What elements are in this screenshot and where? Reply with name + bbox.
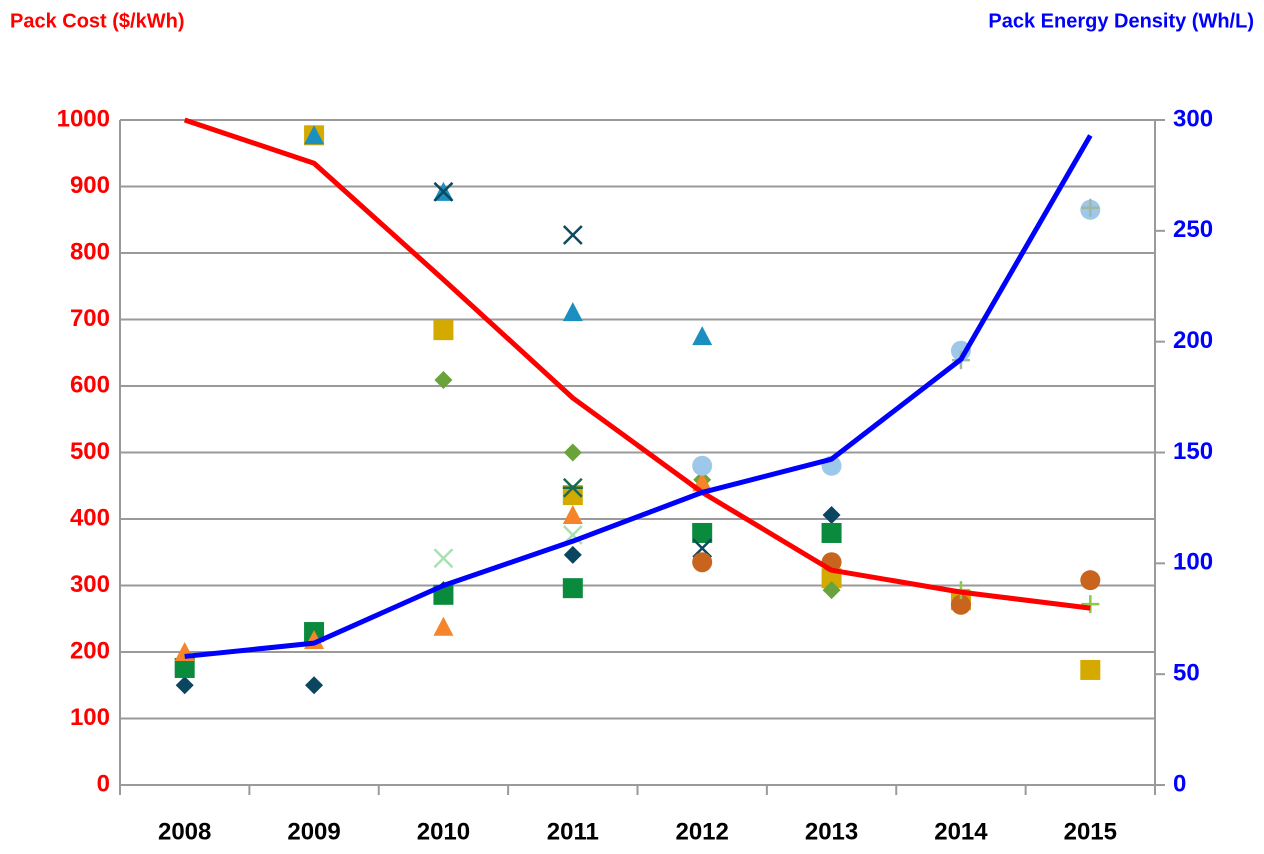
x-tick-label: 2010 bbox=[417, 818, 470, 845]
y2-axis-title: Pack Energy Density (Wh/L) bbox=[988, 10, 1254, 32]
y-tick-label: 900 bbox=[70, 172, 110, 199]
line bbox=[184, 134, 1093, 659]
marker bbox=[822, 581, 841, 600]
marker bbox=[1081, 198, 1100, 217]
marker bbox=[304, 125, 325, 145]
marker bbox=[822, 506, 841, 525]
y-tick-label: 1000 bbox=[57, 105, 110, 132]
marker bbox=[433, 616, 454, 636]
y-axis-title: Pack Cost ($/kWh) bbox=[10, 10, 184, 32]
y-tick-label: 600 bbox=[70, 371, 110, 398]
y2-tick-label: 250 bbox=[1173, 216, 1213, 243]
line bbox=[183, 117, 1091, 611]
marker bbox=[562, 505, 583, 525]
y2-tick-label: 150 bbox=[1173, 438, 1213, 465]
y-tick-label: 200 bbox=[70, 637, 110, 664]
marker bbox=[692, 522, 713, 543]
marker bbox=[1081, 595, 1100, 614]
y2-tick-label: 50 bbox=[1173, 660, 1200, 687]
marker bbox=[562, 302, 583, 322]
x-tick-label: 2014 bbox=[934, 818, 988, 845]
y-tick-label: 0 bbox=[97, 770, 110, 797]
marker bbox=[433, 181, 454, 202]
x-tick-label: 2008 bbox=[158, 818, 211, 845]
x-tick-label: 2015 bbox=[1064, 818, 1117, 845]
y2-tick-label: 0 bbox=[1173, 770, 1186, 797]
marker bbox=[950, 594, 971, 615]
y-tick-label: 500 bbox=[70, 438, 110, 465]
x-tick-label: 2012 bbox=[675, 818, 728, 845]
marker bbox=[563, 443, 582, 462]
marker bbox=[692, 455, 713, 476]
marker bbox=[692, 552, 713, 573]
y2-tick-label: 200 bbox=[1173, 327, 1213, 354]
marker bbox=[562, 485, 583, 506]
y2-tick-label: 100 bbox=[1173, 549, 1213, 576]
y-tick-label: 100 bbox=[70, 704, 110, 731]
y-tick-label: 800 bbox=[70, 238, 110, 265]
marker bbox=[174, 657, 195, 678]
x-tick-label: 2013 bbox=[805, 818, 858, 845]
marker bbox=[562, 477, 583, 498]
y2-tick-label: 300 bbox=[1173, 105, 1213, 132]
marker bbox=[175, 676, 194, 695]
marker bbox=[821, 522, 842, 543]
marker bbox=[433, 548, 454, 569]
marker bbox=[692, 326, 713, 346]
x-tick-label: 2009 bbox=[287, 818, 340, 845]
marker bbox=[305, 676, 324, 695]
y-tick-label: 700 bbox=[70, 305, 110, 332]
marker bbox=[434, 371, 453, 390]
marker bbox=[562, 578, 583, 599]
marker bbox=[563, 545, 582, 564]
x-tick-label: 2011 bbox=[547, 818, 599, 845]
marker bbox=[1080, 570, 1101, 591]
y-tick-label: 300 bbox=[70, 571, 110, 598]
marker bbox=[562, 225, 583, 245]
y-tick-label: 400 bbox=[70, 504, 110, 531]
marker bbox=[433, 320, 454, 341]
marker bbox=[1080, 659, 1101, 680]
